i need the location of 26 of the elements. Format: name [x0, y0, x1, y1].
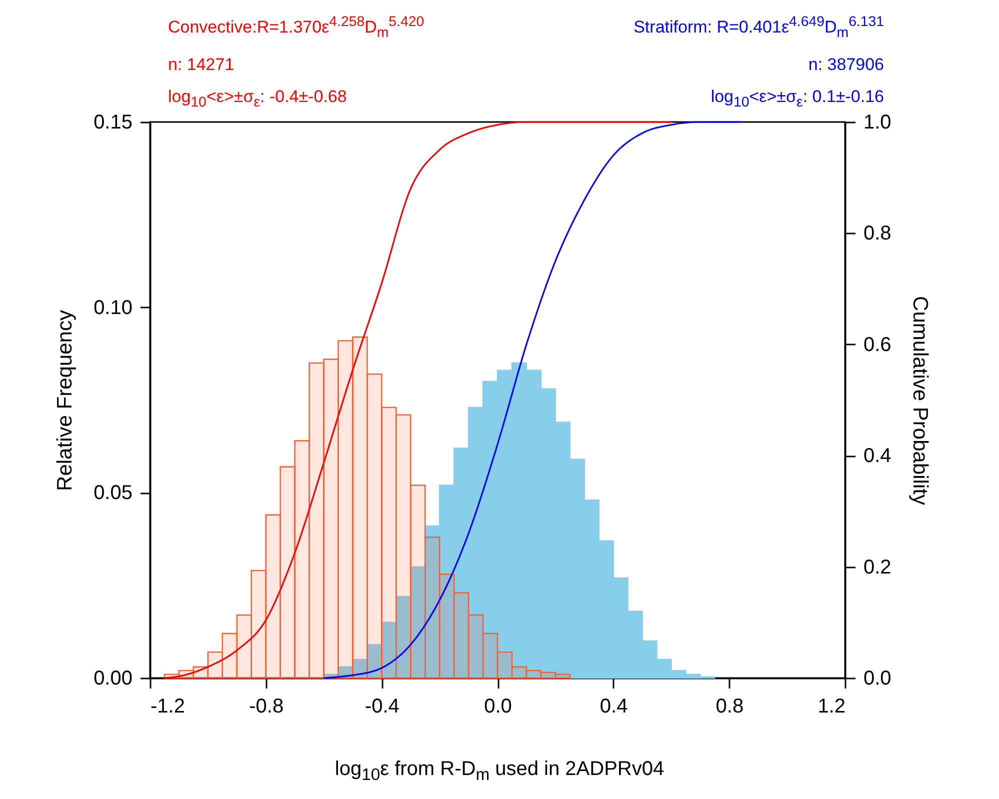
x-tick-label: 0.8 [716, 696, 744, 718]
y2-tick-label: 0.4 [864, 445, 892, 468]
y2-tick-label: 0.0 [864, 668, 892, 690]
y2-tick-label: 0.2 [864, 556, 892, 578]
y-tick-label: 0.05 [94, 482, 132, 504]
line-series [164, 121, 672, 679]
x-tick-label: -0.8 [249, 696, 284, 718]
text: log$_{10}$<ε>±σ$_{ε}$: 0.1±-0.16 [710, 87, 884, 110]
y2-tick-label: 1.0 [864, 112, 892, 134]
text: log$_{10}$<ε>±σ$_{ε}$: -0.4±-0.68 [168, 86, 348, 112]
x-tick-label: 1.2 [818, 696, 846, 718]
y2-tick-label: 0.8 [864, 222, 892, 245]
x-tick-label: 0.4 [600, 696, 628, 718]
y2-tick-label: 0.6 [864, 334, 892, 356]
y-tick-label: 0.10 [94, 296, 132, 319]
x-tick-label: -0.4 [364, 696, 400, 718]
y2-axis-title: Cumulative Probability [908, 296, 932, 506]
y-axis-title: Relative Frequency [54, 310, 77, 491]
y-tick-label: 0.00 [94, 668, 132, 690]
x-tick-label: 0.0 [484, 696, 512, 718]
line-series [322, 121, 742, 679]
text: n: 387906 [807, 54, 884, 76]
x-axis-title: log$_{10}$ε from R-D$_{m}$ used in 2ADPRv04 [334, 758, 666, 785]
y-tick-label: 0.15 [94, 112, 132, 134]
text: n: 14271 [168, 54, 236, 76]
x-tick-label: -1.2 [150, 696, 185, 718]
